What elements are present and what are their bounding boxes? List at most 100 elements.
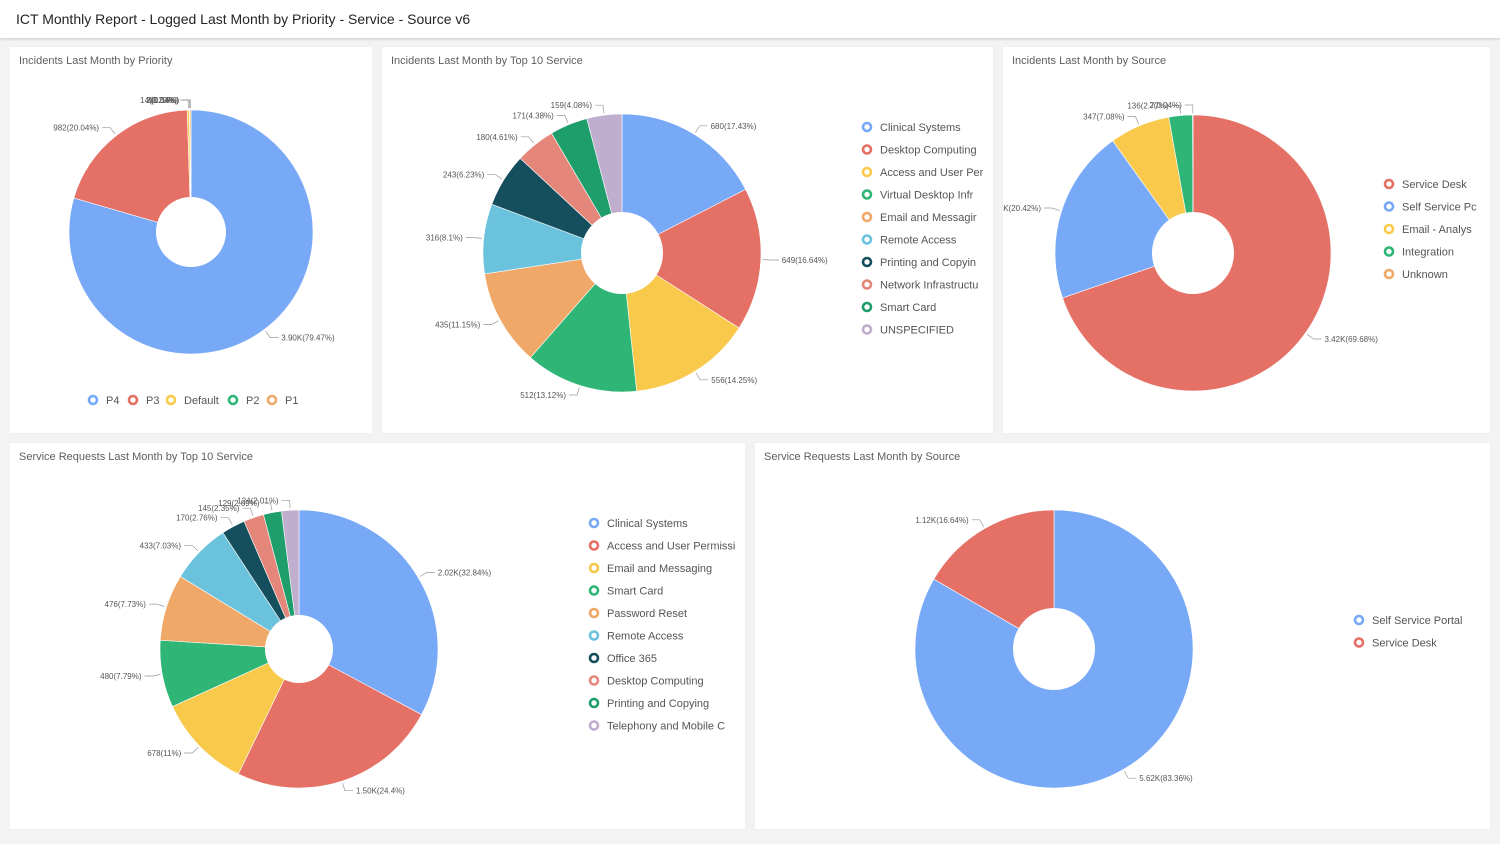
- donut-hole: [1013, 608, 1095, 690]
- data-label: 170(2.76%): [176, 514, 218, 523]
- legend-label: Printing and Copyin: [880, 257, 976, 269]
- legend-item[interactable]: Email and Messagir: [861, 211, 977, 224]
- data-label: 14(0.29%): [140, 96, 177, 105]
- legend: Self Service Portal Service Desk: [1353, 614, 1462, 650]
- panel-service-requests-by-source[interactable]: Service Requests Last Month by Source 5.…: [755, 443, 1490, 829]
- legend-marker: [1383, 268, 1395, 280]
- legend-item[interactable]: Unknown: [1383, 268, 1448, 281]
- legend-label: Email - Analys: [1402, 224, 1472, 236]
- legend-item[interactable]: Self Service Portal: [1353, 614, 1462, 627]
- legend-item[interactable]: Integration: [1383, 246, 1454, 259]
- legend-item[interactable]: Clinical Systems: [588, 517, 688, 530]
- legend-item[interactable]: Smart Card: [588, 585, 663, 598]
- legend-marker: [861, 189, 873, 200]
- legend-item[interactable]: Email and Messaging: [588, 562, 712, 575]
- chart-incidents-by-service[interactable]: 680(17.43%) 649(16.64%) 556(14.25%) 512(13.…: [382, 47, 993, 433]
- legend-label: Email and Messaging: [607, 563, 712, 575]
- label-leader-line: [1044, 207, 1060, 211]
- legend-marker: [1383, 246, 1395, 257]
- chart-incidents-by-source[interactable]: 3.42K(69.68%) 1K(20.42%) 347(7.08%)136(2.7…: [1003, 47, 1490, 433]
- data-label: 982(20.04%): [53, 124, 99, 133]
- chart-incidents-by-priority[interactable]: 3.90K(79.47%) 982(20.04%) 14(0.29%)2(0.04%…: [10, 47, 372, 433]
- legend-marker: [588, 697, 600, 709]
- legend-item[interactable]: Clinical Systems: [861, 121, 961, 134]
- label-leader-line: [556, 115, 569, 123]
- legend-item[interactable]: P2: [227, 394, 259, 407]
- panel-title: Incidents Last Month by Priority: [19, 55, 173, 67]
- legend-item[interactable]: Office 365: [588, 652, 657, 665]
- legend-item[interactable]: Telephony and Mobile C: [588, 720, 725, 733]
- pie-slice[interactable]: [298, 509, 439, 715]
- legend-marker: [165, 394, 177, 406]
- legend-marker: [861, 279, 873, 290]
- data-label: 316(8.1%): [426, 234, 463, 243]
- legend-item[interactable]: Service Desk: [1353, 637, 1437, 650]
- pie-slice[interactable]: [933, 509, 1055, 650]
- data-label: 243(6.23%): [443, 171, 485, 180]
- legend-item[interactable]: UNSPECIFIED: [861, 324, 954, 337]
- label-leader-line: [184, 747, 199, 754]
- data-label: 433(7.03%): [140, 541, 182, 550]
- data-label: 2(0.04%): [1149, 101, 1182, 110]
- legend-item[interactable]: P4: [87, 394, 119, 407]
- pie-slice[interactable]: [621, 252, 740, 392]
- data-labels: 3.42K(69.68%) 1K(20.42%) 347(7.08%)136(2.7…: [1003, 101, 1378, 344]
- legend-item[interactable]: Desktop Computing: [588, 675, 704, 688]
- data-labels: 3.90K(79.47%) 982(20.04%) 14(0.29%)2(0.04%…: [53, 96, 335, 343]
- data-labels: 2.02K(32.84%) 1.50K(24.4%) 678(11%) 480(7.7…: [100, 496, 491, 795]
- label-leader-line: [520, 136, 534, 144]
- legend-label: Email and Messagir: [880, 212, 977, 224]
- legend-marker: [861, 301, 873, 313]
- panel-incidents-by-service[interactable]: Incidents Last Month by Top 10 Service 6…: [382, 47, 993, 433]
- pie-slice[interactable]: [172, 648, 300, 775]
- legend-item[interactable]: Printing and Copyin: [861, 256, 976, 269]
- data-label: 649(16.64%): [782, 256, 828, 265]
- legend-item[interactable]: Self Service Pc: [1383, 201, 1477, 214]
- legend-item[interactable]: P1: [266, 394, 298, 407]
- pie-slice[interactable]: [237, 648, 422, 789]
- legend-item[interactable]: Access and User Permissi: [588, 540, 735, 553]
- legend-item[interactable]: Email - Analys: [1383, 223, 1472, 236]
- legend-marker: [1383, 223, 1395, 235]
- chart-service-requests-by-service[interactable]: 2.02K(32.84%) 1.50K(24.4%) 678(11%) 480(7.7…: [10, 443, 745, 829]
- chart-service-requests-by-source[interactable]: 5.62K(83.36%) 1.12K(16.64%) Self Service P…: [755, 443, 1490, 829]
- legend-item[interactable]: Virtual Desktop Infr: [861, 189, 974, 202]
- legend-marker: [588, 562, 600, 574]
- legend-item[interactable]: Remote Access: [588, 630, 684, 643]
- legend-item[interactable]: Access and User Per: [861, 166, 984, 179]
- pie-slice[interactable]: [621, 188, 762, 329]
- data-label: 476(7.73%): [105, 600, 147, 609]
- legend-marker: [861, 324, 873, 335]
- pie-slice[interactable]: [621, 113, 746, 254]
- pie-slice[interactable]: [281, 509, 300, 650]
- legend-item[interactable]: P3: [127, 394, 159, 407]
- data-label: 556(14.25%): [711, 376, 757, 385]
- legend-item[interactable]: Printing and Copying: [588, 697, 709, 710]
- panel-title: Incidents Last Month by Top 10 Service: [391, 55, 583, 67]
- legend-label: Smart Card: [607, 586, 663, 598]
- panel-service-requests-by-service[interactable]: Service Requests Last Month by Top 10 Se…: [10, 443, 745, 829]
- legend-marker: [227, 394, 239, 406]
- legend-item[interactable]: Smart Card: [861, 301, 936, 314]
- legend-item[interactable]: Network Infrastructu: [861, 279, 978, 292]
- panel-incidents-by-priority[interactable]: Incidents Last Month by Priority 3.90K(7…: [10, 47, 372, 433]
- panel-title: Service Requests Last Month by Top 10 Se…: [19, 451, 253, 463]
- panel-incidents-by-source[interactable]: Incidents Last Month by Source 3.42K(69.…: [1003, 47, 1490, 433]
- label-leader-line: [102, 127, 116, 135]
- pie-slice[interactable]: [73, 109, 192, 233]
- legend-label: Desktop Computing: [607, 676, 704, 688]
- legend-item[interactable]: Desktop Computing: [861, 144, 977, 157]
- legend-label: P2: [246, 395, 259, 407]
- legend-item[interactable]: Remote Access: [861, 234, 957, 247]
- legend-item[interactable]: Password Reset: [588, 607, 687, 620]
- label-leader-line: [265, 330, 279, 338]
- legend-item[interactable]: Service Desk: [1383, 178, 1467, 191]
- legend-marker: [266, 394, 278, 406]
- pie-slice[interactable]: [484, 252, 623, 359]
- data-label: 1.50K(24.4%): [356, 787, 405, 796]
- legend-item[interactable]: Default: [165, 394, 219, 407]
- legend-label: P1: [285, 395, 298, 407]
- legend-label: Access and User Per: [880, 167, 984, 179]
- legend-marker: [127, 394, 139, 406]
- data-label: 1K(20.42%): [1003, 204, 1041, 213]
